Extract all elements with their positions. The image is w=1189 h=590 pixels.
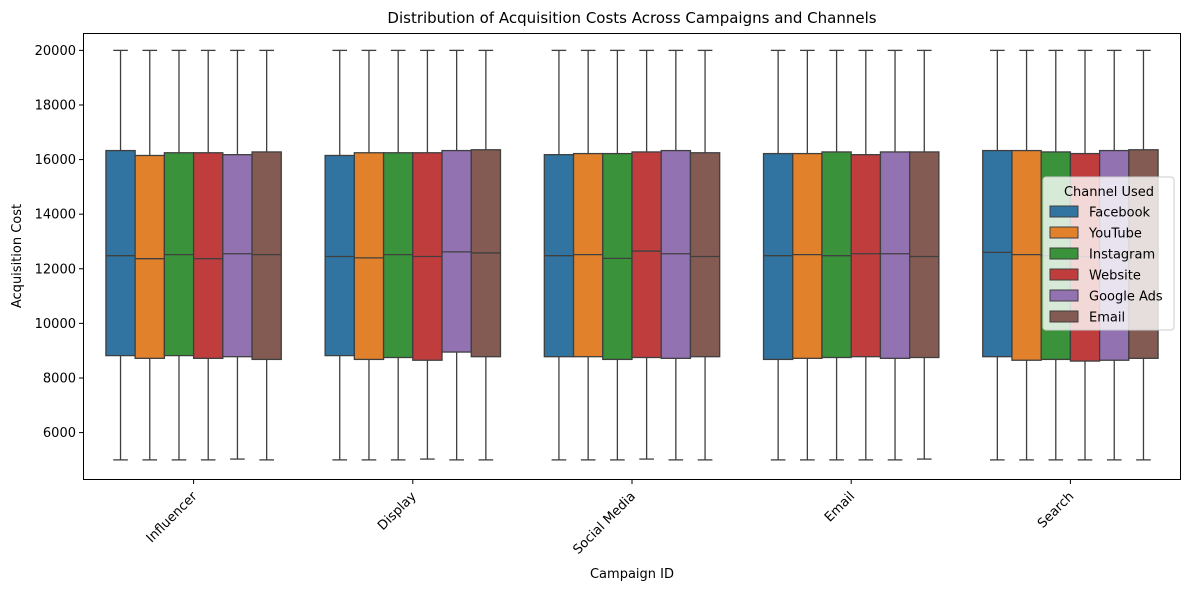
- box-body: [689, 152, 721, 358]
- box-body: [850, 154, 882, 358]
- legend-label: Facebook: [1089, 206, 1151, 221]
- box-social-media-website: [631, 49, 662, 460]
- legend-label: YouTube: [1088, 227, 1142, 242]
- box-body: [1011, 149, 1042, 361]
- y-tick-label: 8000: [43, 371, 76, 386]
- legend-swatch: [1049, 289, 1079, 302]
- legend-swatch: [1049, 205, 1079, 218]
- y-tick-label: 16000: [35, 153, 76, 168]
- box-email-instagram: [821, 49, 852, 461]
- box-body: [134, 154, 166, 359]
- box-email-email: [909, 49, 940, 460]
- legend-title: Channel Used: [1064, 185, 1154, 200]
- box-body: [982, 149, 1013, 358]
- box-influencer-youtube: [134, 49, 166, 461]
- box-body: [660, 149, 692, 359]
- box-email-google-ads: [879, 49, 911, 461]
- box-body: [602, 152, 633, 361]
- box-influencer-website: [192, 49, 224, 461]
- box-display-youtube: [353, 49, 385, 461]
- box-display-instagram: [382, 49, 414, 461]
- box-influencer-facebook: [105, 49, 136, 461]
- box-influencer-instagram: [163, 49, 195, 461]
- box-display-facebook: [324, 49, 355, 461]
- box-body: [222, 154, 253, 358]
- box-body: [879, 151, 911, 359]
- box-search-youtube: [1011, 49, 1042, 461]
- x-tick-label: Influencer: [144, 489, 201, 546]
- box-body: [353, 152, 385, 361]
- box-influencer-google-ads: [222, 49, 253, 460]
- box-body: [251, 151, 282, 361]
- box-body: [324, 154, 355, 357]
- y-tick-label: 20000: [35, 44, 76, 59]
- y-axis: 6000 8000 10000 12000 14000 16000 18000 20000: [35, 44, 84, 441]
- x-axis-label: Campaign ID: [590, 567, 674, 582]
- x-tick-label: Email: [822, 489, 858, 525]
- box-body: [192, 152, 224, 359]
- box-social-media-instagram: [602, 49, 633, 461]
- box-social-media-facebook: [543, 49, 575, 461]
- x-tick-label: Search: [1035, 489, 1077, 531]
- box-social-media-email: [689, 49, 721, 461]
- box-body: [792, 152, 823, 359]
- y-tick-label: 10000: [35, 317, 76, 332]
- box-email-youtube: [792, 49, 823, 461]
- box-body: [631, 151, 662, 359]
- box-social-media-youtube: [572, 49, 604, 461]
- legend-label: Google Ads: [1089, 290, 1163, 305]
- legend-swatch: [1049, 247, 1079, 260]
- box-body: [105, 149, 136, 357]
- legend-label: Instagram: [1089, 248, 1155, 263]
- box-display-google-ads: [441, 49, 472, 461]
- legend-swatch: [1049, 268, 1079, 281]
- legend-swatch: [1049, 226, 1079, 239]
- box-body: [821, 151, 852, 359]
- box-search-facebook: [982, 49, 1013, 461]
- box-email-facebook: [762, 49, 794, 461]
- legend-label: Website: [1089, 269, 1141, 284]
- boxes-layer: [105, 49, 1159, 461]
- y-tick-label: 14000: [35, 208, 76, 223]
- y-axis-label: Acquisition Cost: [10, 204, 25, 308]
- x-tick-label: Social Media: [570, 489, 638, 557]
- box-body: [762, 152, 794, 361]
- box-display-email: [470, 49, 502, 461]
- chart-title: Distribution of Acquisition Costs Across…: [387, 9, 876, 27]
- x-axis: Influencer Display Social Media Email Search: [144, 479, 1077, 558]
- legend-label: Email: [1089, 311, 1125, 326]
- legend-items: Facebook YouTube Instagram Website Google Ad…: [1049, 205, 1163, 326]
- box-display-website: [412, 49, 443, 460]
- x-tick-label: Display: [375, 489, 420, 534]
- legend: Channel Used Facebook YouTube Instagram Web…: [1042, 176, 1175, 331]
- box-email-website: [850, 49, 882, 461]
- y-tick-label: 6000: [43, 426, 76, 441]
- y-tick-label: 12000: [35, 262, 76, 277]
- box-influencer-email: [251, 49, 282, 461]
- box-body: [909, 151, 940, 359]
- y-tick-label: 18000: [35, 98, 76, 113]
- box-social-media-google-ads: [660, 49, 692, 461]
- legend-swatch: [1049, 310, 1079, 323]
